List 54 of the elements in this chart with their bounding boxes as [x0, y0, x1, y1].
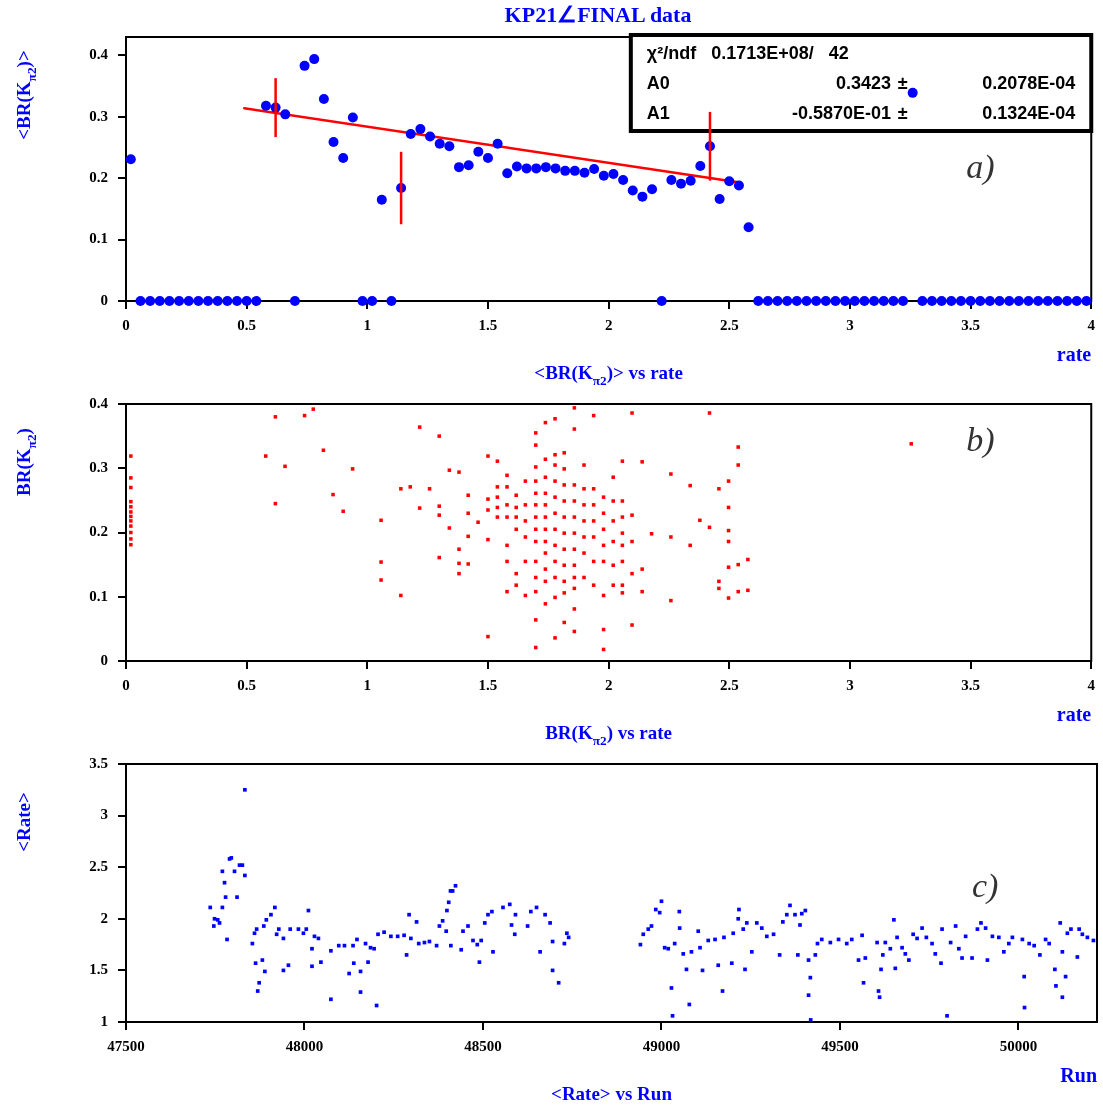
x-tick-label: 50000	[999, 1037, 1038, 1054]
x-tick-label: 0	[122, 316, 130, 333]
x-tick-label: 1.5	[478, 676, 498, 693]
x-axis-title: Run	[1060, 1064, 1098, 1086]
y-tick-label: 3	[100, 806, 108, 823]
x-axis-title: rate	[1056, 703, 1092, 725]
x-tick-label: 3	[846, 676, 854, 693]
x-tick-label: 0.5	[237, 316, 257, 333]
annotation: χ²/ndf 0.1713E+08/ 42	[646, 42, 849, 63]
x-tick-label: 1.5	[478, 316, 498, 333]
y-tick-label: 0	[100, 291, 108, 308]
y-tick-label: 0.2	[89, 169, 108, 186]
text: A0 0.3423 ± 0.2078E-04	[646, 72, 1076, 93]
text: <Rate> vs Run	[551, 1083, 673, 1104]
y-tick-label: 1.5	[89, 961, 108, 978]
x-tick-label: 1	[363, 316, 372, 333]
y-tick-label: 0.4	[89, 46, 109, 63]
x-tick-label: 4	[1087, 316, 1096, 333]
y-tick-label: 0.1	[89, 230, 108, 247]
y-tick-label: 0	[100, 651, 108, 668]
y-axis-title: <BR(Kπ2)>	[13, 50, 39, 140]
x-tick-label: 49000	[642, 1037, 681, 1054]
x-tick-label: 0	[122, 676, 130, 693]
x-tick-label: 3	[846, 316, 854, 333]
y-tick-label: 0.2	[89, 523, 108, 540]
y-tick-label: 0.3	[89, 107, 108, 124]
x-tick-label: 2.5	[719, 316, 739, 333]
x-tick-label: 2.5	[719, 676, 739, 693]
x-tick-label: 0.5	[237, 676, 257, 693]
x-tick-label: 48000	[285, 1037, 324, 1054]
y-axis-title: BR(Kπ2)	[13, 428, 39, 496]
x-tick-label: 2	[604, 316, 613, 333]
annotation: a)	[966, 147, 995, 186]
x-tick-label: 2	[604, 676, 613, 693]
x-tick-label: 48500	[464, 1037, 502, 1054]
y-tick-label: 0.1	[89, 587, 108, 604]
x-tick-label: 4	[1087, 676, 1096, 693]
y-tick-label: 3.5	[89, 754, 108, 771]
annotation: b)	[966, 421, 995, 460]
y-tick-label: 2.5	[89, 858, 108, 875]
text: A1 -0.5870E-01 ± 0.1324E-04	[646, 102, 1076, 123]
y-tick-label: 0.4	[89, 394, 109, 411]
y-tick-label: 1	[100, 1012, 108, 1029]
y-axis-title: <Rate>	[13, 792, 34, 852]
x-tick-label: 3.5	[961, 676, 980, 693]
y-tick-label: 2	[100, 909, 108, 926]
x-tick-label: 47500	[107, 1037, 145, 1054]
chart-title: KP21∠FINAL data	[504, 2, 692, 27]
x-tick-label: 3.5	[961, 316, 980, 333]
annotation: c)	[972, 866, 999, 905]
x-tick-label: 49500	[821, 1037, 859, 1054]
y-tick-label: 0.3	[89, 459, 108, 476]
x-axis-title: rate	[1056, 343, 1092, 365]
x-tick-label: 1	[363, 676, 372, 693]
